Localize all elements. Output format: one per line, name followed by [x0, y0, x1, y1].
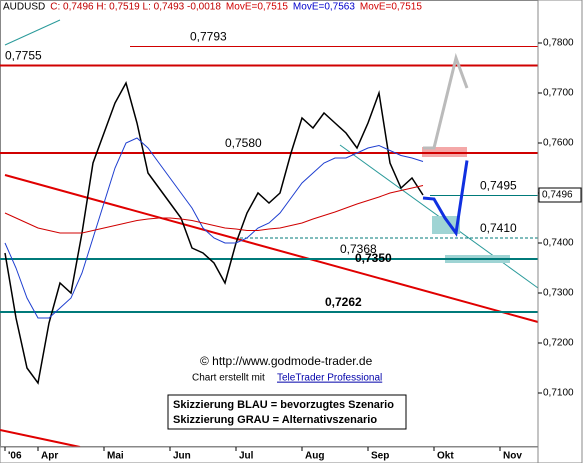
level-label: 0,7350 — [355, 251, 392, 265]
y-tick-label: 0,7300 — [543, 288, 574, 299]
header: AUDUSD C: 0,7496 H: 0,7519 L: 0,7493 -0,0… — [3, 2, 422, 13]
legend-gray: Skizzierung GRAU = Alternativszenario — [173, 414, 377, 426]
x-tick-label: Aug — [305, 451, 324, 462]
price-lines — [4, 52, 469, 385]
level-label: 0,7495 — [480, 179, 517, 193]
header-item: MovE=0,7515 — [360, 2, 422, 13]
scenario-line — [423, 52, 469, 150]
price-line — [4, 81, 424, 385]
header-item: C: 0,7496 H: 0,7519 L: 0,7493 -0,0018 — [50, 2, 221, 13]
x-tick-label: Jun — [173, 451, 191, 462]
scenario-line — [422, 160, 469, 237]
y-tick-label: 0,7800 — [543, 38, 574, 49]
credit: Chart erstellt mit — [192, 373, 265, 384]
y-axis-strip — [537, 0, 583, 463]
y-tick-label: 0,7400 — [543, 238, 574, 249]
credit-link: TeleTrader Professional — [277, 373, 382, 384]
y-tick-label: 0,7600 — [543, 138, 574, 149]
copyright: © http://www.godmode-trader.de — [200, 354, 373, 368]
y-tick-label: 0,7200 — [543, 338, 574, 349]
levels: 0,7793 0,7755 0,7580 0,7495 0,7410 0,73680,73… — [0, 30, 538, 313]
x-tick-label: Apr — [41, 451, 58, 462]
level-label: 0,7755 — [5, 49, 42, 63]
legend-blue: Skizzierung BLAU = bevorzugtes Szenario — [173, 399, 394, 411]
level-label: 0,7262 — [325, 295, 362, 309]
x-tick-label: Nov — [503, 451, 522, 462]
moving-average — [4, 185, 424, 234]
legend-box — [167, 394, 407, 430]
x-tick-label: Sep — [371, 451, 389, 462]
x-tick-label: '06 — [8, 451, 22, 462]
last-price-tag — [538, 187, 582, 203]
x-tick-label: Mai — [107, 451, 124, 462]
y-tick-label: 0,7100 — [543, 388, 574, 399]
x-tick-label: Jul — [239, 451, 254, 462]
moving-average — [4, 137, 424, 319]
level-label: 0,7793 — [190, 30, 227, 44]
last-price-label: 0,7496 — [542, 190, 573, 201]
level-label: 0,7580 — [225, 136, 262, 150]
trend-line — [0, 429, 81, 448]
level-label: 0,7368 — [340, 242, 377, 256]
x-tick-label: Okt — [437, 451, 454, 462]
credit-box — [190, 353, 360, 383]
y-tick-label: 0,7700 — [543, 88, 574, 99]
trend-line — [4, 19, 61, 46]
header-item: MovE=0,7515 — [226, 2, 288, 13]
trend-line — [4, 174, 539, 323]
header-item: MovE=0,7563 — [293, 2, 355, 13]
header-item: AUDUSD — [3, 2, 45, 13]
level-label: 0,7410 — [480, 221, 517, 235]
x-axis-strip — [0, 446, 539, 463]
